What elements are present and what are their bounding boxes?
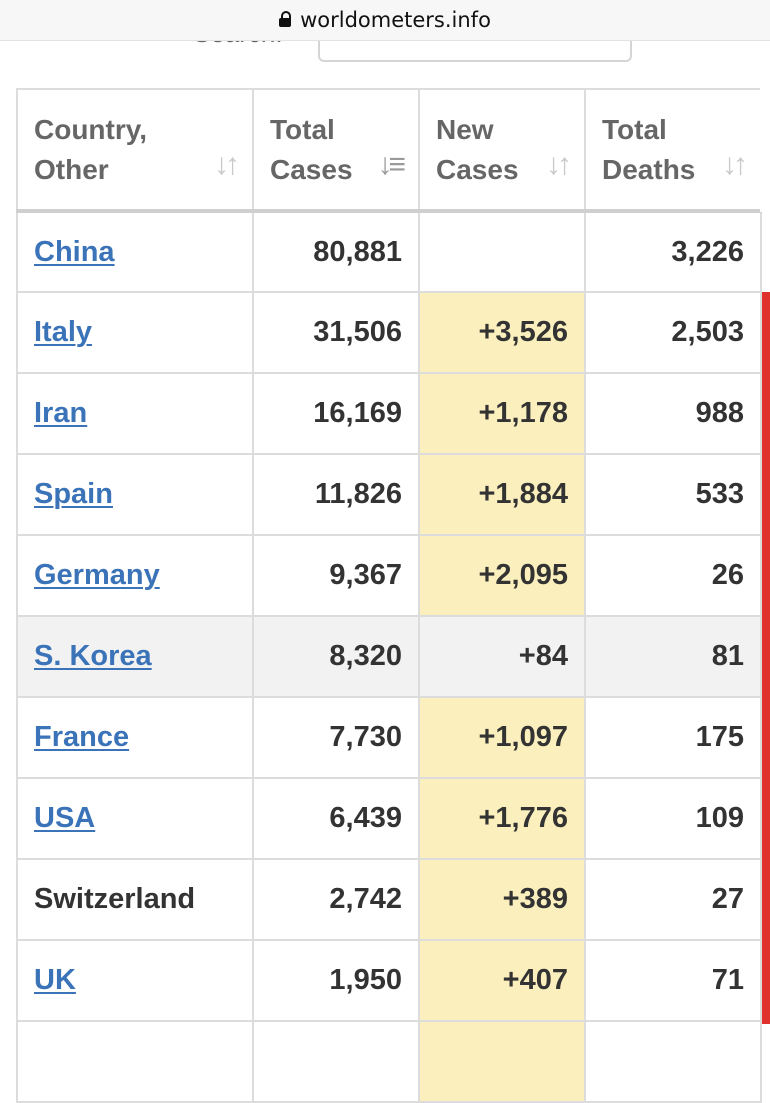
country-link[interactable]: S. Korea bbox=[34, 640, 152, 672]
country-cell: Germany bbox=[16, 534, 254, 617]
total-deaths-cell: 26 bbox=[584, 534, 762, 617]
table-row: USA 6,439 +1,776 109 bbox=[16, 777, 762, 860]
country-link[interactable]: UK bbox=[34, 964, 76, 996]
country-link[interactable]: France bbox=[34, 721, 130, 753]
total-deaths-cell: 533 bbox=[584, 453, 762, 536]
new-cases-cell: +1,884 bbox=[418, 453, 586, 536]
total-deaths-cell: 988 bbox=[584, 372, 762, 455]
total-deaths-cell: 27 bbox=[584, 858, 762, 941]
total-deaths-cell: 109 bbox=[584, 777, 762, 860]
new-cases-cell: +1,178 bbox=[418, 372, 586, 455]
table-row: Germany 9,367 +2,095 26 bbox=[16, 534, 762, 617]
total-deaths-cell: 2,503 bbox=[584, 291, 762, 374]
total-deaths-cell: 175 bbox=[584, 696, 762, 779]
country-link[interactable]: Italy bbox=[34, 316, 93, 348]
header-label: Total Cases bbox=[270, 113, 353, 185]
header-label: Total Deaths bbox=[602, 113, 696, 185]
header-total-deaths[interactable]: Total Deaths ↓↑ bbox=[584, 88, 762, 213]
total-cases-cell: 1,950 bbox=[252, 939, 420, 1022]
new-cases-cell bbox=[418, 210, 586, 293]
total-cases-cell: 2,742 bbox=[252, 858, 420, 941]
country-cell: Iran bbox=[16, 372, 254, 455]
country-link[interactable]: China bbox=[34, 235, 115, 268]
country-cell bbox=[16, 1020, 254, 1103]
lock-icon bbox=[279, 11, 292, 27]
table-row: Switzerland 2,742 +389 27 bbox=[16, 858, 762, 941]
new-cases-cell bbox=[418, 1020, 586, 1103]
new-cases-cell: +2,095 bbox=[418, 534, 586, 617]
country-cell: China bbox=[16, 210, 254, 293]
table-row: UK 1,950 +407 71 bbox=[16, 939, 762, 1022]
total-cases-cell: 11,826 bbox=[252, 453, 420, 536]
total-cases-cell: 7,730 bbox=[252, 696, 420, 779]
country-cell: Italy bbox=[16, 291, 254, 374]
deaths-marker-bar bbox=[762, 292, 770, 1024]
header-country[interactable]: Country, Other ↓↑ bbox=[16, 88, 254, 213]
total-deaths-cell: 71 bbox=[584, 939, 762, 1022]
coronavirus-table: Country, Other ↓↑ Total Cases ↓≡ New Cas… bbox=[16, 88, 762, 1103]
country-cell: France bbox=[16, 696, 254, 779]
new-cases-cell: +1,776 bbox=[418, 777, 586, 860]
total-cases-cell: 8,320 bbox=[252, 615, 420, 698]
table-row: S. Korea 8,320 +84 81 bbox=[16, 615, 762, 698]
total-cases-cell: 80,881 bbox=[252, 210, 420, 293]
country-name: Switzerland bbox=[34, 883, 196, 915]
country-link[interactable]: USA bbox=[34, 802, 96, 834]
header-label: New Cases bbox=[436, 113, 519, 185]
table-row: China 80,881 3,226 bbox=[16, 210, 762, 293]
country-cell: S. Korea bbox=[16, 615, 254, 698]
new-cases-cell: +407 bbox=[418, 939, 586, 1022]
new-cases-cell: +1,097 bbox=[418, 696, 586, 779]
header-new-cases[interactable]: New Cases ↓↑ bbox=[418, 88, 586, 213]
total-cases-cell: 31,506 bbox=[252, 291, 420, 374]
header-total-cases[interactable]: Total Cases ↓≡ bbox=[252, 88, 420, 213]
table-header-row: Country, Other ↓↑ Total Cases ↓≡ New Cas… bbox=[16, 88, 762, 213]
url-text: worldometers.info bbox=[300, 8, 491, 32]
table-row bbox=[16, 1020, 762, 1103]
table-row: Spain 11,826 +1,884 533 bbox=[16, 453, 762, 536]
country-link[interactable]: Iran bbox=[34, 397, 88, 429]
new-cases-cell: +3,526 bbox=[418, 291, 586, 374]
table-edge bbox=[760, 88, 770, 212]
country-link[interactable]: Spain bbox=[34, 478, 113, 510]
sort-both-icon[interactable]: ↓↑ bbox=[546, 148, 572, 181]
total-cases-cell: 16,169 bbox=[252, 372, 420, 455]
new-cases-cell: +389 bbox=[418, 858, 586, 941]
table-row: Iran 16,169 +1,178 988 bbox=[16, 372, 762, 455]
sort-both-icon[interactable]: ↓↑ bbox=[214, 148, 240, 181]
country-cell: UK bbox=[16, 939, 254, 1022]
total-deaths-cell: 3,226 bbox=[584, 210, 762, 293]
total-cases-cell: 9,367 bbox=[252, 534, 420, 617]
new-cases-cell: +84 bbox=[418, 615, 586, 698]
header-label: Country, Other bbox=[34, 113, 148, 185]
country-cell: USA bbox=[16, 777, 254, 860]
country-cell: Spain bbox=[16, 453, 254, 536]
total-deaths-cell: 81 bbox=[584, 615, 762, 698]
total-cases-cell: 6,439 bbox=[252, 777, 420, 860]
total-cases-cell bbox=[252, 1020, 420, 1103]
browser-url-bar[interactable]: worldometers.info bbox=[0, 0, 770, 41]
total-deaths-cell bbox=[584, 1020, 762, 1103]
country-cell: Switzerland bbox=[16, 858, 254, 941]
country-link[interactable]: Germany bbox=[34, 559, 160, 591]
table-row: France 7,730 +1,097 175 bbox=[16, 696, 762, 779]
sort-desc-icon[interactable]: ↓≡ bbox=[377, 148, 405, 181]
sort-both-icon[interactable]: ↓↑ bbox=[722, 148, 748, 181]
table-row: Italy 31,506 +3,526 2,503 bbox=[16, 291, 762, 374]
